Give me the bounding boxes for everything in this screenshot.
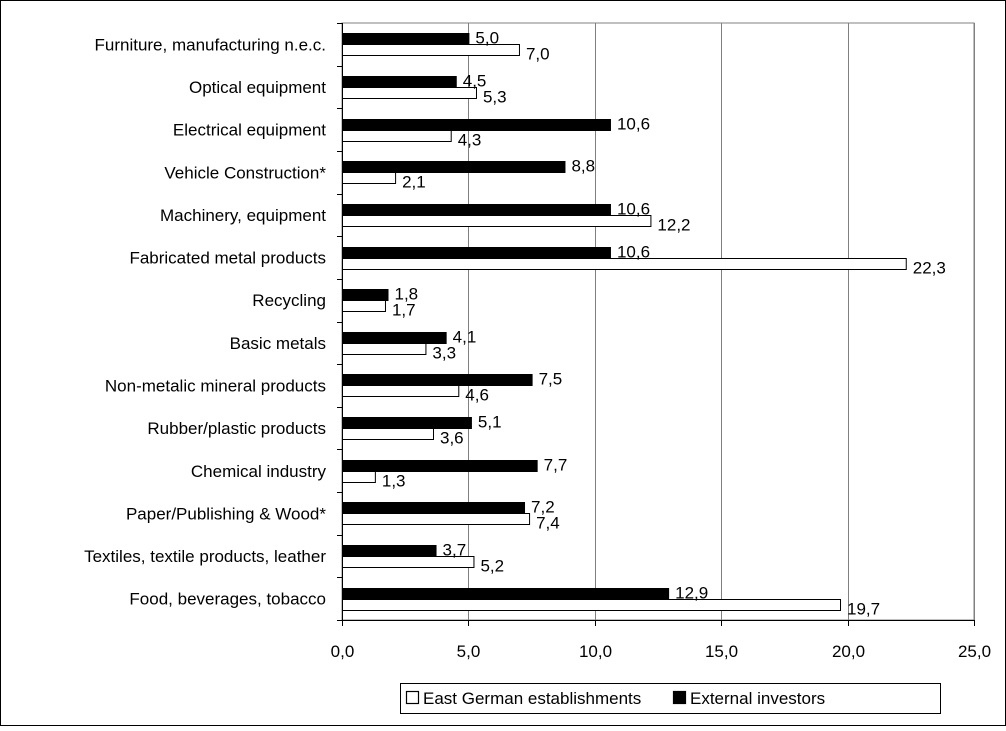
data-label-external-investors: 12,9 [675, 584, 708, 603]
bar-external-investors [342, 502, 526, 514]
legend-swatch-east-german [405, 690, 420, 705]
category-label: Vehicle Construction* [164, 163, 326, 182]
bar-external-investors [342, 76, 457, 88]
bar-external-investors [342, 374, 533, 386]
data-label-east-german-establishments: 2,1 [402, 173, 426, 192]
category-label: Textiles, textile products, leather [84, 547, 326, 566]
x-tick-label: 10,0 [579, 642, 612, 661]
data-label-east-german-establishments: 1,3 [382, 472, 406, 491]
x-tick-label: 5,0 [457, 642, 481, 661]
bar-external-investors [342, 289, 389, 301]
bar-east-german-establishments [342, 513, 531, 525]
category-label: Machinery, equipment [160, 206, 326, 225]
bar-east-german-establishments [342, 343, 427, 355]
category-label: Chemical industry [191, 462, 327, 481]
bar-east-german-establishments [342, 599, 842, 611]
bar-east-german-establishments [342, 385, 460, 397]
data-label-east-german-establishments: 7,0 [526, 45, 550, 64]
bar-east-german-establishments [342, 172, 397, 184]
data-label-east-german-establishments: 4,6 [465, 386, 489, 405]
x-tick-label: 20,0 [832, 642, 865, 661]
category-label: Optical equipment [189, 78, 326, 97]
bar-east-german-establishments [342, 215, 652, 227]
data-label-external-investors: 10,6 [617, 243, 650, 262]
category-label: Rubber/plastic products [147, 419, 326, 438]
bar-external-investors [342, 161, 566, 173]
data-label-external-investors: 4,1 [453, 328, 477, 347]
bar-external-investors [342, 545, 437, 557]
data-label-external-investors: 10,6 [617, 115, 650, 134]
data-label-east-german-establishments: 7,4 [536, 514, 560, 533]
data-label-external-investors: 5,1 [478, 413, 502, 432]
data-label-east-german-establishments: 4,3 [458, 131, 482, 150]
category-label: Recycling [252, 291, 326, 310]
category-label: Furniture, manufacturing n.e.c. [94, 35, 326, 54]
data-label-external-investors: 7,7 [544, 456, 568, 475]
bar-east-german-establishments [342, 471, 376, 483]
bar-east-german-establishments [342, 87, 477, 99]
category-label: Basic metals [230, 334, 326, 353]
x-axis: 0,0 5,0 10,0 15,0 20,0 25,0 [331, 23, 991, 661]
data-label-east-german-establishments: 5,3 [483, 88, 507, 107]
bar-external-investors [342, 119, 611, 131]
bar-external-investors [342, 588, 670, 600]
data-label-external-investors: 8,8 [571, 157, 595, 176]
bar-external-investors [342, 417, 472, 429]
bar-external-investors [342, 33, 470, 45]
data-labels: 5,0 7,0 4,55,3 10,6 4,3 8,8 2,1 10,6 12,2 10,6 22,… [382, 29, 946, 619]
data-label-east-german-establishments: 3,6 [440, 429, 464, 448]
data-label-external-investors: 1,8 [395, 285, 419, 304]
bar-external-investors [342, 204, 611, 216]
legend-label-external-investors: External investors [690, 689, 825, 708]
bar-external-investors [342, 332, 447, 344]
data-label-east-german-establishments: 22,3 [913, 259, 946, 278]
data-label-external-investors: 5,0 [475, 29, 499, 48]
data-label-external-investors: 3,7 [443, 541, 467, 560]
bar-east-german-establishments [342, 130, 452, 142]
category-label: Food, beverages, tobacco [129, 590, 326, 609]
data-label-east-german-establishments: 3,3 [432, 344, 456, 363]
bar-external-investors [342, 460, 538, 472]
x-tick-label: 15,0 [705, 642, 738, 661]
data-label-external-investors: 10,6 [617, 200, 650, 219]
category-label: Non-metalic mineral products [105, 376, 326, 395]
bar-external-investors [342, 247, 611, 259]
legend-box [400, 683, 941, 714]
data-label-external-investors: 7,5 [539, 370, 563, 389]
bar-east-german-establishments [342, 428, 435, 440]
data-label-external-investors: 7,2 [531, 498, 555, 517]
data-label-east-german-establishments: 5,2 [480, 557, 504, 576]
data-label-east-german-establishments: 1,7 [392, 301, 416, 320]
bar-east-german-establishments [342, 300, 386, 312]
data-label-external-investors: 4,5 [463, 72, 487, 91]
data-label-east-german-establishments: 12,2 [657, 216, 690, 235]
x-tick-label: 0,0 [331, 642, 355, 661]
category-label: Electrical equipment [173, 121, 326, 140]
category-label: Fabricated metal products [129, 249, 326, 268]
category-labels: Furniture, manufacturing n.e.c. Optical e… [84, 35, 326, 608]
category-label: Paper/Publishing & Wood* [126, 504, 326, 523]
x-tick-label: 25,0 [958, 642, 991, 661]
data-label-east-german-establishments: 19,7 [847, 600, 880, 619]
legend-swatch-external-investors [672, 690, 687, 705]
legend: East German establishments External inves… [400, 683, 941, 714]
legend-label-east-german: East German establishments [423, 689, 641, 708]
